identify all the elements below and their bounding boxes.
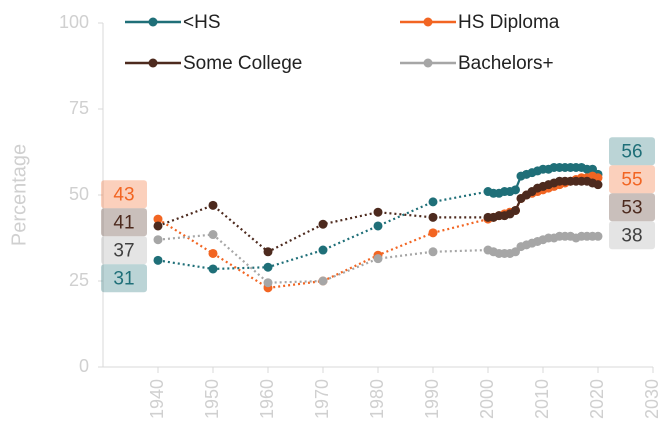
end-label: 38 xyxy=(621,225,642,246)
point xyxy=(428,197,438,207)
end-label: 56 xyxy=(621,141,642,162)
point xyxy=(263,278,273,288)
point xyxy=(373,207,383,217)
point xyxy=(428,247,438,257)
label-box xyxy=(609,165,655,194)
point xyxy=(263,262,273,272)
label-box xyxy=(101,180,147,209)
series-line xyxy=(157,233,489,284)
point xyxy=(153,221,163,231)
x-tick-label: 1940 xyxy=(147,379,167,419)
legend-label: <HS xyxy=(183,12,221,33)
y-axis-label: Percentage xyxy=(8,144,30,246)
label-box xyxy=(101,264,147,293)
label-box xyxy=(609,193,655,222)
y-tick-label: 75 xyxy=(69,98,89,118)
point xyxy=(208,248,218,258)
point xyxy=(263,247,273,257)
end-label: 31 xyxy=(113,268,134,289)
point xyxy=(511,205,520,215)
x-tick-label: 2030 xyxy=(642,379,662,419)
x-tick-label: 1990 xyxy=(422,379,442,419)
label-box xyxy=(101,208,147,237)
series-line xyxy=(157,190,489,271)
legend-label: HS Diploma xyxy=(458,12,560,33)
point xyxy=(373,254,383,264)
end-label: 37 xyxy=(113,240,134,261)
point xyxy=(153,214,163,224)
point xyxy=(593,231,603,241)
end-label: 41 xyxy=(113,212,134,233)
legend-marker xyxy=(423,58,433,68)
x-tick-label: 1980 xyxy=(367,379,387,419)
end-label: 43 xyxy=(113,184,134,205)
legend-marker xyxy=(148,58,158,68)
legend-marker xyxy=(423,17,433,27)
x-tick-label: 1960 xyxy=(257,379,277,419)
point xyxy=(153,255,163,265)
y-tick-label: 0 xyxy=(79,356,89,376)
point xyxy=(428,212,438,222)
point xyxy=(511,185,520,195)
x-tick-label: 2010 xyxy=(532,379,552,419)
label-box xyxy=(101,236,147,265)
point xyxy=(373,221,383,231)
x-tick-label: 1950 xyxy=(202,379,222,419)
point xyxy=(208,230,218,240)
x-tick-label: 2000 xyxy=(477,379,497,419)
legend-label: Some College xyxy=(183,53,302,74)
end-label: 53 xyxy=(621,197,642,218)
end-label: 55 xyxy=(621,169,642,190)
point xyxy=(153,235,163,245)
y-tick-label: 100 xyxy=(59,12,89,32)
x-tick-label: 2020 xyxy=(587,379,607,419)
point xyxy=(208,264,218,274)
label-box xyxy=(609,137,655,166)
y-tick-label: 50 xyxy=(69,184,89,204)
point xyxy=(593,180,603,190)
x-tick-label: 1970 xyxy=(312,379,332,419)
legend-label: Bachelors+ xyxy=(458,53,554,74)
y-tick-label: 25 xyxy=(69,270,89,290)
legend-marker xyxy=(148,17,158,27)
label-box xyxy=(609,221,655,250)
point xyxy=(428,228,438,238)
point xyxy=(318,219,328,229)
point xyxy=(318,276,328,286)
point xyxy=(208,200,218,210)
point xyxy=(318,245,328,255)
